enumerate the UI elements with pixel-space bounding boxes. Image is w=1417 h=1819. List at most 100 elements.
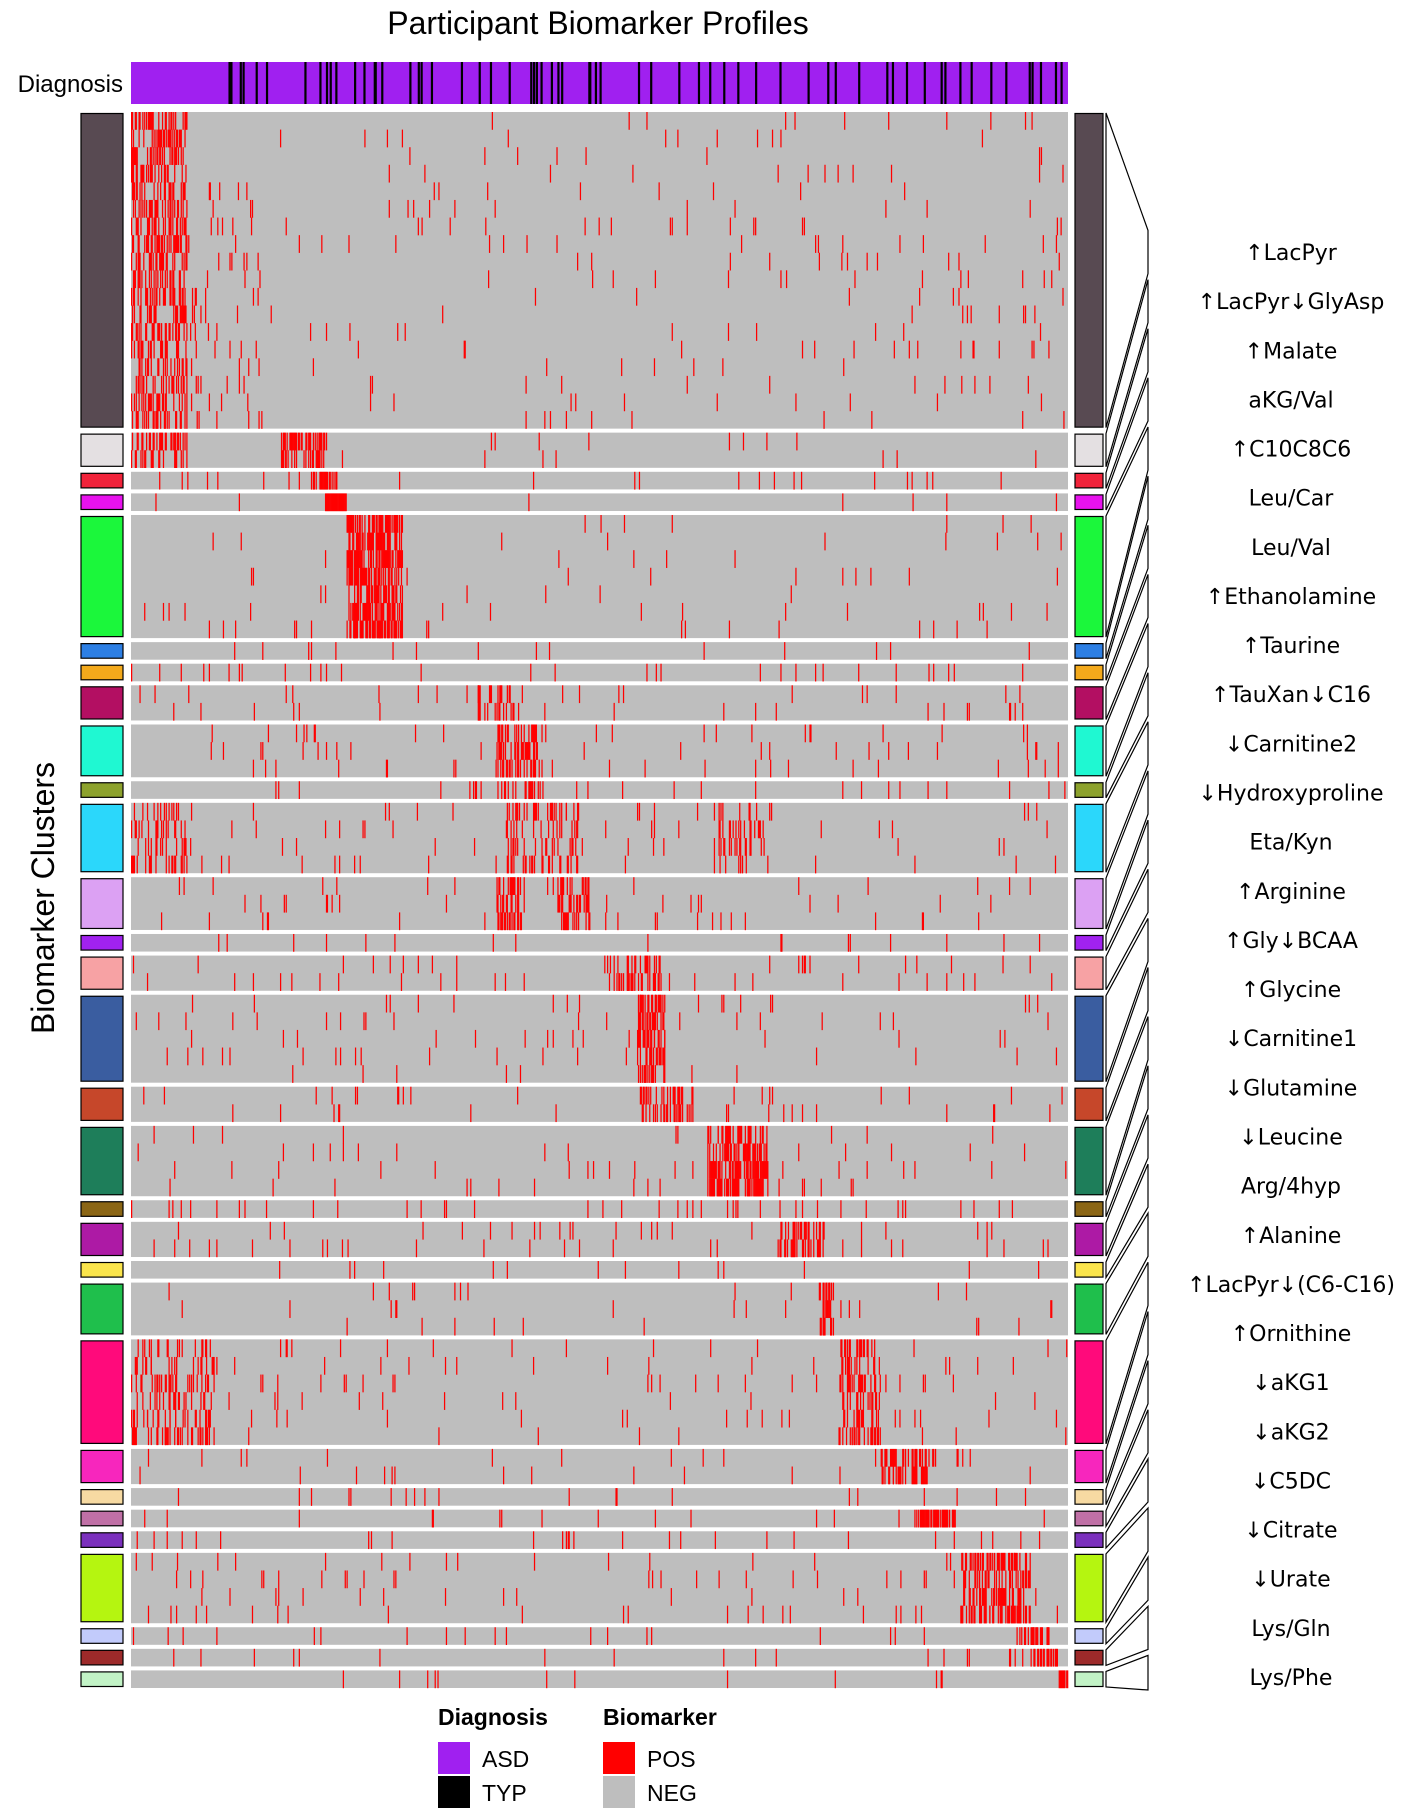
diagnosis-typ-mark (637, 62, 641, 104)
positive-cell (138, 393, 140, 412)
positive-cell (142, 164, 144, 183)
positive-cell (280, 450, 283, 469)
positive-cell (368, 585, 370, 604)
positive-cell (367, 620, 369, 639)
positive-cell (1023, 1588, 1025, 1606)
positive-cell (857, 1588, 859, 1606)
positive-cell (647, 1029, 649, 1048)
positive-cell (149, 393, 151, 412)
positive-cell (131, 432, 134, 451)
positive-cell (615, 1488, 617, 1506)
positive-cell (664, 1047, 666, 1066)
positive-cell (314, 724, 316, 743)
positive-cell (881, 1448, 883, 1467)
positive-cell (867, 1392, 869, 1410)
positive-cell (735, 1200, 737, 1219)
positive-cell (145, 450, 147, 469)
positive-cell (968, 1588, 970, 1606)
positive-cell (136, 1409, 138, 1428)
positive-cell (519, 877, 522, 895)
positive-cell (379, 567, 381, 586)
diagnosis-typ-mark (1060, 62, 1063, 104)
positive-cell (950, 955, 953, 974)
positive-cell (582, 1029, 584, 1048)
positive-cell (208, 1409, 211, 1428)
positive-cell (152, 432, 154, 451)
positive-cell (571, 820, 573, 839)
positive-cell (652, 1012, 655, 1031)
positive-cell (790, 1239, 792, 1258)
positive-cell (505, 1065, 508, 1083)
positive-cell (133, 287, 136, 306)
positive-cell (671, 323, 673, 341)
positive-cell (394, 602, 396, 621)
positive-cell (1004, 1552, 1006, 1571)
positive-cell (166, 358, 168, 377)
positive-cell (205, 305, 207, 324)
positive-cell (592, 1161, 595, 1179)
positive-cell (338, 759, 340, 778)
positive-cell (172, 375, 174, 394)
positive-cell (217, 217, 219, 236)
positive-cell (840, 1300, 842, 1318)
positive-cell (143, 375, 145, 394)
cluster-label-connector (1105, 1360, 1149, 1505)
positive-cell (494, 702, 496, 721)
positive-cell (433, 182, 435, 201)
positive-cell (383, 1466, 386, 1485)
positive-cell (991, 1588, 993, 1606)
positive-cell (726, 1605, 729, 1624)
positive-cell (718, 802, 720, 821)
positive-cell (651, 820, 653, 839)
positive-cell (753, 1143, 755, 1162)
positive-cell (250, 567, 253, 586)
cluster-label-connector (1105, 328, 1149, 489)
positive-cell (190, 393, 193, 412)
positive-cell (842, 1239, 844, 1258)
diagnosis-typ-mark (990, 62, 993, 104)
positive-cell (583, 742, 585, 760)
legend-item-label: POS (647, 1746, 696, 1772)
positive-cell (815, 1509, 818, 1528)
positive-cell (983, 1605, 985, 1624)
positive-cell (384, 550, 387, 568)
positive-cell (369, 532, 371, 551)
positive-cell (355, 620, 358, 639)
positive-cell (738, 1178, 740, 1197)
positive-cell (703, 724, 705, 743)
positive-cell (732, 1161, 734, 1179)
cluster-band (131, 1670, 1069, 1689)
positive-cell (839, 1374, 841, 1393)
positive-cell (364, 514, 366, 533)
positive-cell (798, 1143, 800, 1162)
positive-cell (400, 973, 403, 991)
positive-cell (968, 702, 970, 721)
positive-cell (991, 1161, 993, 1179)
positive-cell (335, 1047, 337, 1066)
positive-cell (236, 305, 239, 324)
cluster-band (131, 642, 1068, 660)
positive-cell (161, 838, 164, 856)
positive-cell (635, 955, 637, 974)
positive-cell (736, 1143, 738, 1162)
positive-cell (346, 620, 348, 639)
positive-cell (590, 1627, 592, 1646)
positive-cell (1005, 685, 1007, 704)
right-cluster-swatch (1074, 472, 1104, 489)
positive-cell (666, 1086, 669, 1105)
positive-cell (186, 432, 188, 451)
positive-cell (499, 724, 501, 743)
positive-cell (253, 1648, 255, 1667)
positive-cell (759, 1200, 761, 1219)
positive-cell (965, 1282, 968, 1301)
positive-cell (396, 514, 398, 533)
positive-cell (391, 602, 393, 621)
positive-cell (391, 514, 393, 533)
positive-cell (588, 877, 590, 895)
positive-cell (131, 305, 134, 324)
positive-cell (724, 1143, 726, 1162)
positive-cell (993, 1588, 995, 1606)
positive-cell (151, 217, 153, 236)
positive-cell (512, 702, 514, 721)
positive-cell (168, 1356, 170, 1375)
